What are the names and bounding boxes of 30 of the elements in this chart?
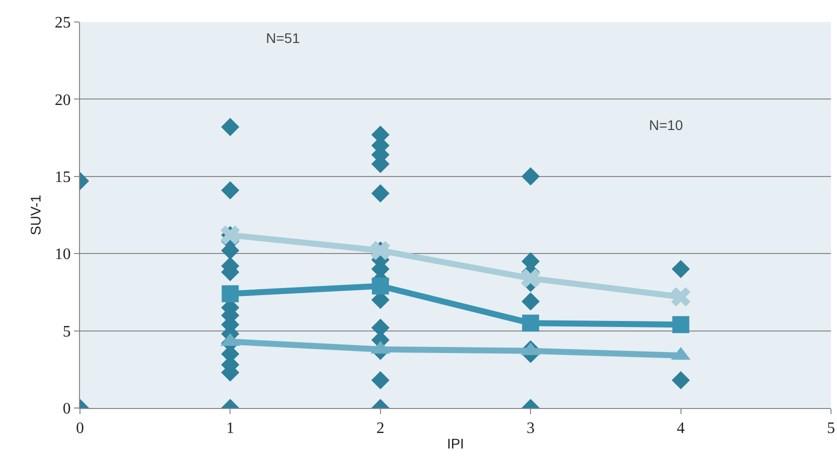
point xyxy=(371,371,390,390)
x-tick-label: 4 xyxy=(676,420,685,438)
point xyxy=(221,181,240,200)
y-tick-label: 0 xyxy=(62,400,71,418)
y-tick-label: 5 xyxy=(62,323,71,340)
y-tick-label: 10 xyxy=(54,246,71,264)
y-tick-label: 20 xyxy=(54,92,71,109)
x-axis-title: IPI xyxy=(446,436,464,452)
point xyxy=(672,371,690,390)
point xyxy=(221,118,240,136)
point xyxy=(520,268,540,288)
annotation: N=51 xyxy=(266,30,300,46)
y-axis-title: SUV-1 xyxy=(27,194,44,236)
x-tick-label: 2 xyxy=(376,420,384,438)
point xyxy=(671,287,690,306)
x-tick-label: 5 xyxy=(827,420,835,438)
point xyxy=(522,167,540,186)
point xyxy=(672,260,690,278)
annotation: N=10 xyxy=(649,117,684,133)
point xyxy=(372,278,389,295)
x-tick-label: 3 xyxy=(526,420,535,438)
point xyxy=(522,292,540,311)
point xyxy=(672,316,690,334)
point xyxy=(371,184,390,202)
y-tick-label: 25 xyxy=(54,14,71,32)
y-tick-label: 15 xyxy=(54,169,71,186)
x-tick-label: 0 xyxy=(76,420,84,438)
point xyxy=(222,285,239,302)
x-tick-label: 1 xyxy=(226,420,234,438)
point xyxy=(522,314,540,332)
